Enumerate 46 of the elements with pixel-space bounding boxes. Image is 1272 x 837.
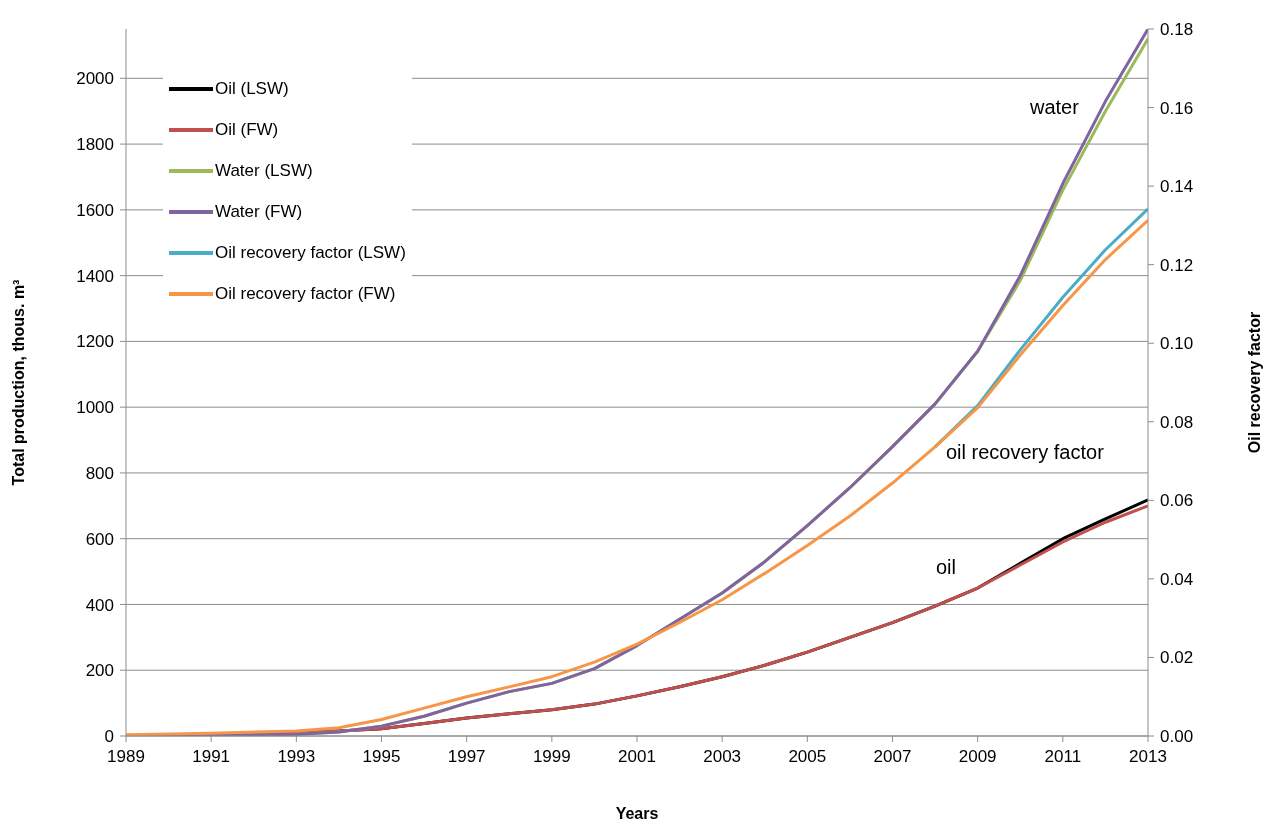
x-tick-label: 2013 bbox=[1129, 747, 1167, 767]
annotation: oil bbox=[936, 556, 957, 579]
y-tick-label: 400 bbox=[85, 595, 114, 615]
annotation: oil recovery factor bbox=[946, 441, 1104, 464]
x-tick-label: 1993 bbox=[277, 747, 316, 767]
annotation: water bbox=[1030, 96, 1079, 119]
y-axis-title: Total production, thous. m³ bbox=[9, 279, 27, 486]
x-tick-label: 1997 bbox=[447, 747, 486, 767]
y-tick-label: 1800 bbox=[76, 135, 114, 155]
y-tick-label: 1200 bbox=[76, 332, 114, 352]
x-axis-title: Years bbox=[615, 805, 659, 822]
y2-axis-title: Oil recovery factor bbox=[1245, 311, 1263, 454]
y2-tick-label: 0.18 bbox=[1160, 20, 1194, 40]
x-tick-label: 2003 bbox=[703, 747, 742, 767]
y-tick-label: 800 bbox=[85, 463, 114, 483]
legend-label: Oil (FW) bbox=[215, 119, 279, 140]
x-tick-label: 1995 bbox=[362, 747, 401, 767]
y2-tick-label: 0.14 bbox=[1160, 177, 1194, 197]
y-tick-label: 1600 bbox=[76, 200, 114, 220]
y-tick-label: 2000 bbox=[76, 69, 114, 89]
legend-label: Water (LSW) bbox=[215, 160, 313, 181]
y2-tick-label: 0.08 bbox=[1160, 412, 1194, 432]
y-tick-label: 1400 bbox=[76, 266, 114, 286]
y-tick-label: 200 bbox=[85, 661, 114, 681]
y2-tick-label: 0.12 bbox=[1160, 255, 1194, 275]
legend-label: Oil recovery factor (FW) bbox=[215, 283, 396, 304]
y2-tick-label: 0.06 bbox=[1160, 491, 1194, 511]
legend-label: Oil (LSW) bbox=[215, 78, 289, 99]
y-tick-label: 0 bbox=[104, 727, 114, 747]
x-tick-label: 2001 bbox=[618, 747, 656, 767]
y2-tick-label: 0.04 bbox=[1160, 569, 1194, 589]
y2-tick-label: 0.00 bbox=[1160, 727, 1194, 747]
legend-label: Oil recovery factor (LSW) bbox=[215, 242, 406, 263]
x-tick-label: 2005 bbox=[788, 747, 827, 767]
x-tick-label: 1989 bbox=[107, 747, 145, 767]
x-tick-label: 2009 bbox=[958, 747, 997, 767]
y-tick-label: 1000 bbox=[76, 398, 114, 418]
y2-tick-label: 0.02 bbox=[1160, 648, 1194, 668]
x-tick-label: 1991 bbox=[192, 747, 231, 767]
y2-tick-label: 0.10 bbox=[1160, 334, 1194, 354]
y2-tick-label: 0.16 bbox=[1160, 98, 1194, 118]
y-tick-label: 600 bbox=[85, 529, 114, 549]
x-tick-label: 2007 bbox=[873, 747, 912, 767]
x-tick-label: 1999 bbox=[532, 747, 571, 767]
x-tick-label: 2011 bbox=[1044, 747, 1082, 767]
legend-label: Water (FW) bbox=[215, 201, 303, 222]
